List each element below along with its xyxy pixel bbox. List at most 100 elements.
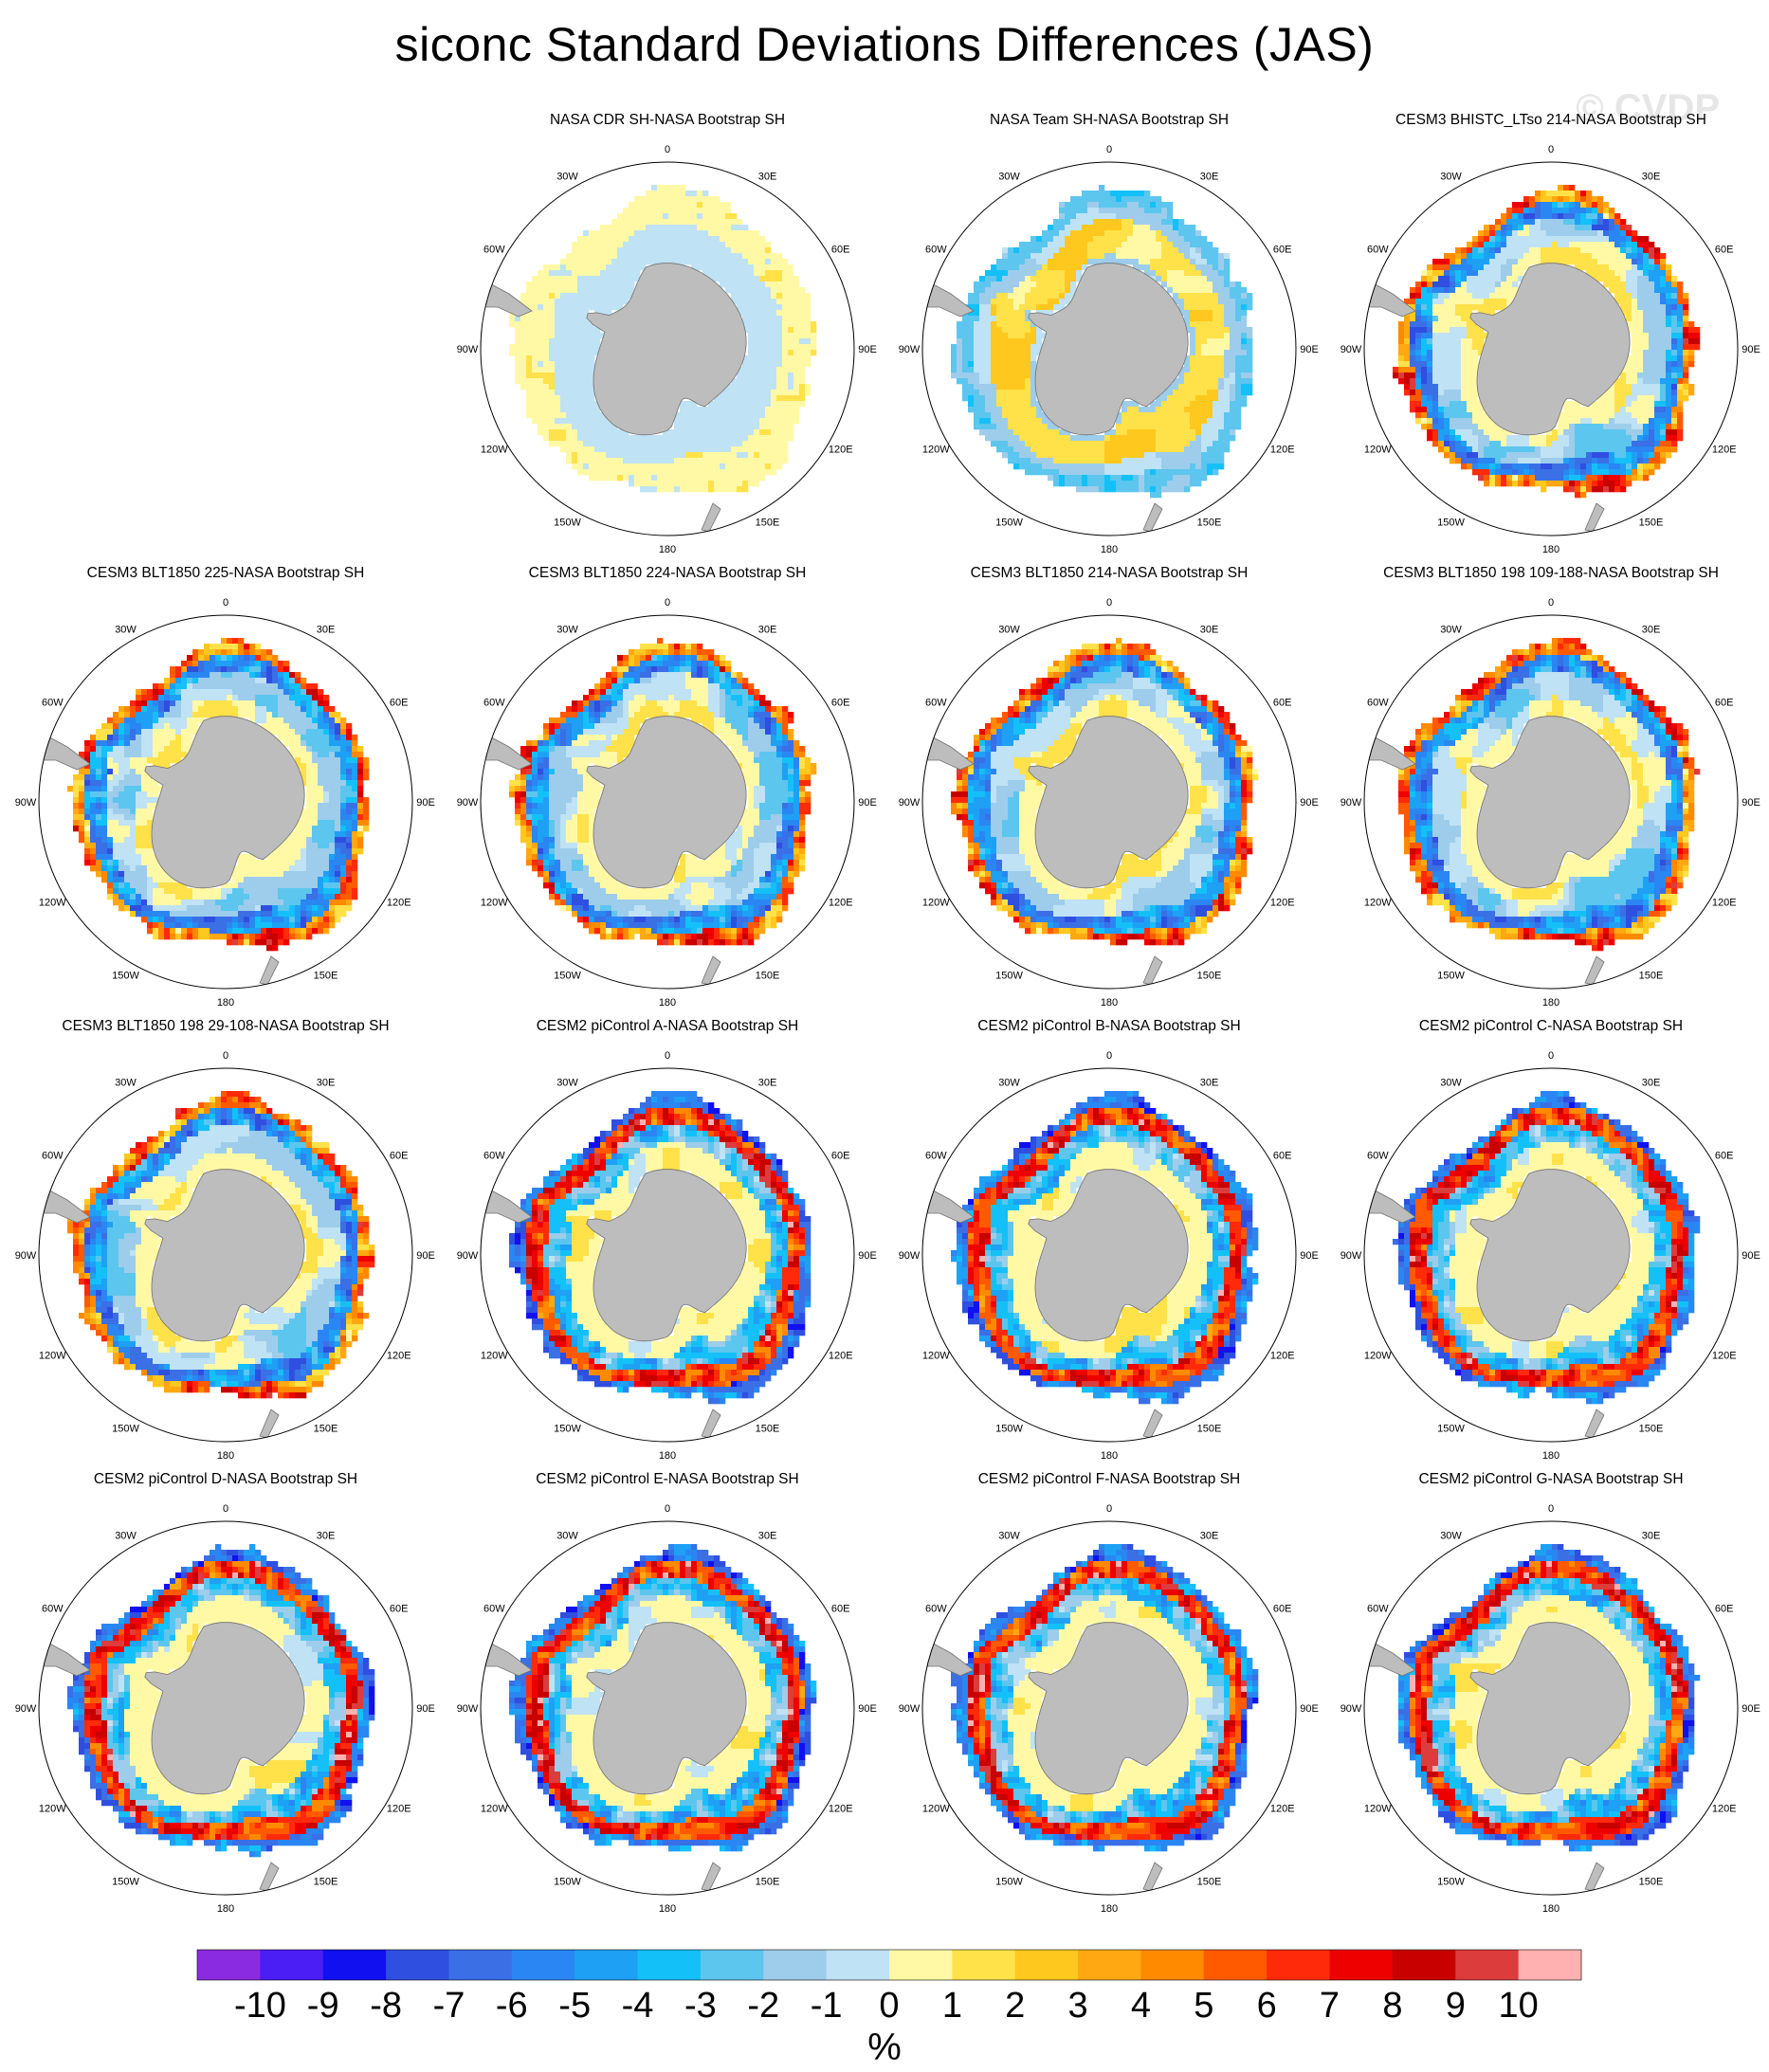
longitude-label: 0 bbox=[1106, 1503, 1112, 1515]
sea-ice-field bbox=[1398, 638, 1701, 952]
sea-ice-field bbox=[67, 1091, 375, 1399]
longitude-label: 90E bbox=[416, 797, 435, 809]
longitude-label: 120E bbox=[387, 898, 411, 909]
panel-title: CESM3 BLT1850 225-NASA Bootstrap SH bbox=[5, 565, 447, 582]
longitude-label: 0 bbox=[1548, 1050, 1554, 1062]
longitude-label: 120W bbox=[1364, 1804, 1392, 1815]
colorbar-frame bbox=[196, 1949, 1582, 1981]
map-panel: CESM2 piControl C-NASA Bootstrap SH 0 30E 6… bbox=[1330, 1018, 1769, 1469]
polar-map: 0 30E 60E 90E 120E 150E 180 150W 120W 90W 60W 30W bbox=[1340, 1503, 1760, 1915]
polar-map: 0 30E 60E 90E 120E 150E 180 150W 120W 90W 60W 30W bbox=[1340, 1050, 1760, 1462]
colorbar-swatch bbox=[260, 1950, 324, 1980]
longitude-label: 60W bbox=[42, 1151, 64, 1162]
longitude-label: 60E bbox=[1715, 1151, 1734, 1162]
map-boundary bbox=[1363, 161, 1739, 536]
antarctica-land bbox=[1028, 1169, 1189, 1342]
sea-ice-field bbox=[951, 185, 1253, 499]
longitude-label: 30W bbox=[998, 1077, 1020, 1088]
longitude-label: 60W bbox=[925, 1604, 947, 1615]
longitude-label: 30E bbox=[1200, 1077, 1219, 1088]
longitude-label: 180 bbox=[1542, 1903, 1559, 1915]
longitude-label: 120E bbox=[387, 1804, 411, 1815]
longitude-label: 0 bbox=[665, 144, 670, 155]
map-panel: CESM2 piControl G-NASA Bootstrap SH 0 30E 6… bbox=[1330, 1471, 1769, 1922]
longitude-label: 90W bbox=[899, 1250, 921, 1262]
colorbar-svg: -10 -9 -8 -7 -6 -5 -4 -3 -2 -1 0 1 2 3 4 5 6 7 8 9 10 bbox=[196, 1949, 1582, 2026]
polar-map: 0 30E 60E 90E 120E 150E 180 150W 120W 90W 60W 30W bbox=[457, 597, 877, 1009]
sea-ice-field bbox=[1393, 1091, 1701, 1405]
new-zealand-land bbox=[1142, 1862, 1163, 1892]
longitude-label: 120W bbox=[922, 445, 950, 456]
longitude-label: 180 bbox=[1101, 997, 1118, 1009]
longitude-label: 120E bbox=[1270, 898, 1295, 909]
antarctica-land bbox=[1028, 716, 1189, 889]
polar-map: 0 30E 60E 90E 120E 150E 180 150W 120W 90W 60W 30W bbox=[899, 597, 1319, 1009]
south-america-land bbox=[40, 1186, 91, 1224]
panel-title: CESM3 BLT1850 224-NASA Bootstrap SH bbox=[447, 565, 888, 582]
antarctica-land bbox=[1469, 716, 1631, 889]
longitude-label: 120E bbox=[829, 445, 853, 456]
colorbar-tick-label: -8 bbox=[370, 1986, 402, 2026]
south-america-land bbox=[923, 280, 975, 318]
longitude-label: 30E bbox=[317, 1077, 336, 1088]
new-zealand-land bbox=[701, 1862, 721, 1892]
longitude-label: 30W bbox=[1440, 1530, 1462, 1541]
longitude-label: 30W bbox=[998, 171, 1020, 182]
longitude-label: 90W bbox=[1340, 344, 1362, 355]
longitude-label: 60E bbox=[1273, 1604, 1292, 1615]
panel-title: CESM2 piControl D-NASA Bootstrap SH bbox=[5, 1471, 447, 1488]
longitude-label: 180 bbox=[1101, 544, 1118, 555]
map-boundary bbox=[921, 1067, 1297, 1443]
colorbar-tick-label: 7 bbox=[1320, 1986, 1340, 2026]
longitude-label: 120W bbox=[39, 1804, 66, 1815]
longitude-label: 30W bbox=[115, 624, 137, 635]
longitude-label: 90E bbox=[416, 1703, 435, 1715]
polar-map: 0 30E 60E 90E 120E 150E 180 150W 120W 90W 60W 30W bbox=[457, 144, 877, 555]
colorbar-tick-label: -6 bbox=[496, 1986, 528, 2026]
sea-ice-field bbox=[951, 1544, 1259, 1852]
longitude-label: 60W bbox=[483, 245, 505, 256]
longitude-label: 0 bbox=[1106, 597, 1112, 609]
longitude-label: 150W bbox=[112, 1877, 139, 1888]
map-panel: CESM3 BLT1850 198 109-188-NASA Bootstrap… bbox=[1330, 565, 1769, 1016]
new-zealand-land bbox=[1142, 502, 1163, 533]
longitude-label: 30E bbox=[1200, 171, 1219, 182]
longitude-label: 30W bbox=[998, 624, 1020, 635]
longitude-label: 60E bbox=[1273, 245, 1292, 256]
sea-ice-field bbox=[67, 1544, 375, 1858]
longitude-label: 180 bbox=[1101, 1450, 1118, 1462]
map-boundary bbox=[480, 1067, 855, 1443]
longitude-label: 30W bbox=[115, 1077, 137, 1088]
longitude-label: 120E bbox=[1712, 1351, 1737, 1362]
colorbar-tick-label: 1 bbox=[942, 1986, 962, 2026]
longitude-label: 60W bbox=[1367, 1151, 1389, 1162]
longitude-label: 150W bbox=[554, 971, 581, 982]
watermark: © CVDP bbox=[1576, 87, 1720, 130]
longitude-label: 90E bbox=[1300, 1250, 1319, 1262]
colorbar-swatch bbox=[1518, 1950, 1582, 1980]
longitude-label: 120E bbox=[1270, 1804, 1295, 1815]
longitude-label: 90W bbox=[899, 344, 921, 355]
map-boundary bbox=[1363, 1067, 1739, 1443]
polar-map: 0 30E 60E 90E 120E 150E 180 150W 120W 90W 60W 30W bbox=[15, 597, 435, 1009]
longitude-label: 120W bbox=[1364, 1351, 1392, 1362]
panel-title: CESM3 BLT1850 198 109-188-NASA Bootstrap… bbox=[1330, 565, 1769, 582]
longitude-label: 180 bbox=[1101, 1903, 1118, 1915]
longitude-label: 60E bbox=[1273, 698, 1292, 709]
longitude-label: 120E bbox=[1270, 1351, 1295, 1362]
longitude-label: 60E bbox=[1273, 1151, 1292, 1162]
colorbar-swatch bbox=[322, 1950, 387, 1980]
sea-ice-field bbox=[67, 638, 370, 952]
longitude-label: 30W bbox=[1440, 1077, 1462, 1088]
panel-title: CESM2 piControl B-NASA Bootstrap SH bbox=[888, 1018, 1330, 1035]
colorbar-tick-label: 9 bbox=[1446, 1986, 1466, 2026]
longitude-label: 150E bbox=[1197, 518, 1222, 529]
colorbar-tick-label: 3 bbox=[1068, 1986, 1088, 2026]
sea-ice-field bbox=[1398, 1544, 1701, 1852]
longitude-label: 0 bbox=[223, 1050, 228, 1062]
polar-map: 0 30E 60E 90E 120E 150E 180 150W 120W 90W 60W 30W bbox=[1340, 597, 1760, 1009]
colorbar-swatch bbox=[1455, 1950, 1520, 1980]
colorbar-swatch bbox=[763, 1950, 828, 1980]
colorbar-swatch bbox=[1078, 1950, 1141, 1980]
longitude-label: 60E bbox=[831, 1151, 850, 1162]
